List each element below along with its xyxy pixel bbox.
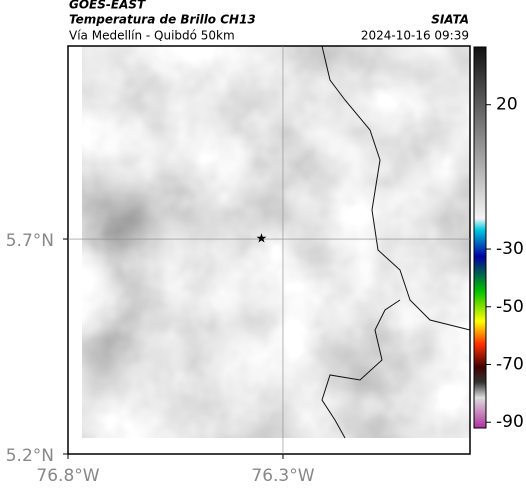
datetime: 2024-10-16 09:39 bbox=[361, 29, 469, 43]
source: GOES-EAST bbox=[69, 0, 146, 12]
colorbar-tick-label: -90 bbox=[496, 412, 524, 432]
y-tick-label: 5.2°N bbox=[6, 446, 54, 466]
boundary bbox=[321, 45, 471, 439]
y-tick-label: 5.7°N bbox=[6, 231, 54, 251]
org: SIATA bbox=[431, 13, 469, 27]
colorbar-tick-label: -30 bbox=[496, 239, 524, 259]
colorbar-tick-label: 20 bbox=[496, 95, 518, 115]
colorbar-tick-label: -50 bbox=[496, 297, 524, 317]
region: Vía Medellín - Quibdó 50km bbox=[69, 29, 235, 43]
x-tick-label: 76.8°W bbox=[36, 466, 99, 486]
marker: ★ bbox=[256, 232, 268, 247]
colorbar-tick-label: -70 bbox=[496, 355, 524, 375]
product: Temperatura de Brillo CH13 bbox=[69, 13, 256, 27]
map-frame bbox=[67, 45, 471, 455]
colorbar bbox=[473, 46, 487, 429]
satellite-image bbox=[82, 46, 470, 438]
x-tick-label: 76.3°W bbox=[251, 466, 314, 486]
